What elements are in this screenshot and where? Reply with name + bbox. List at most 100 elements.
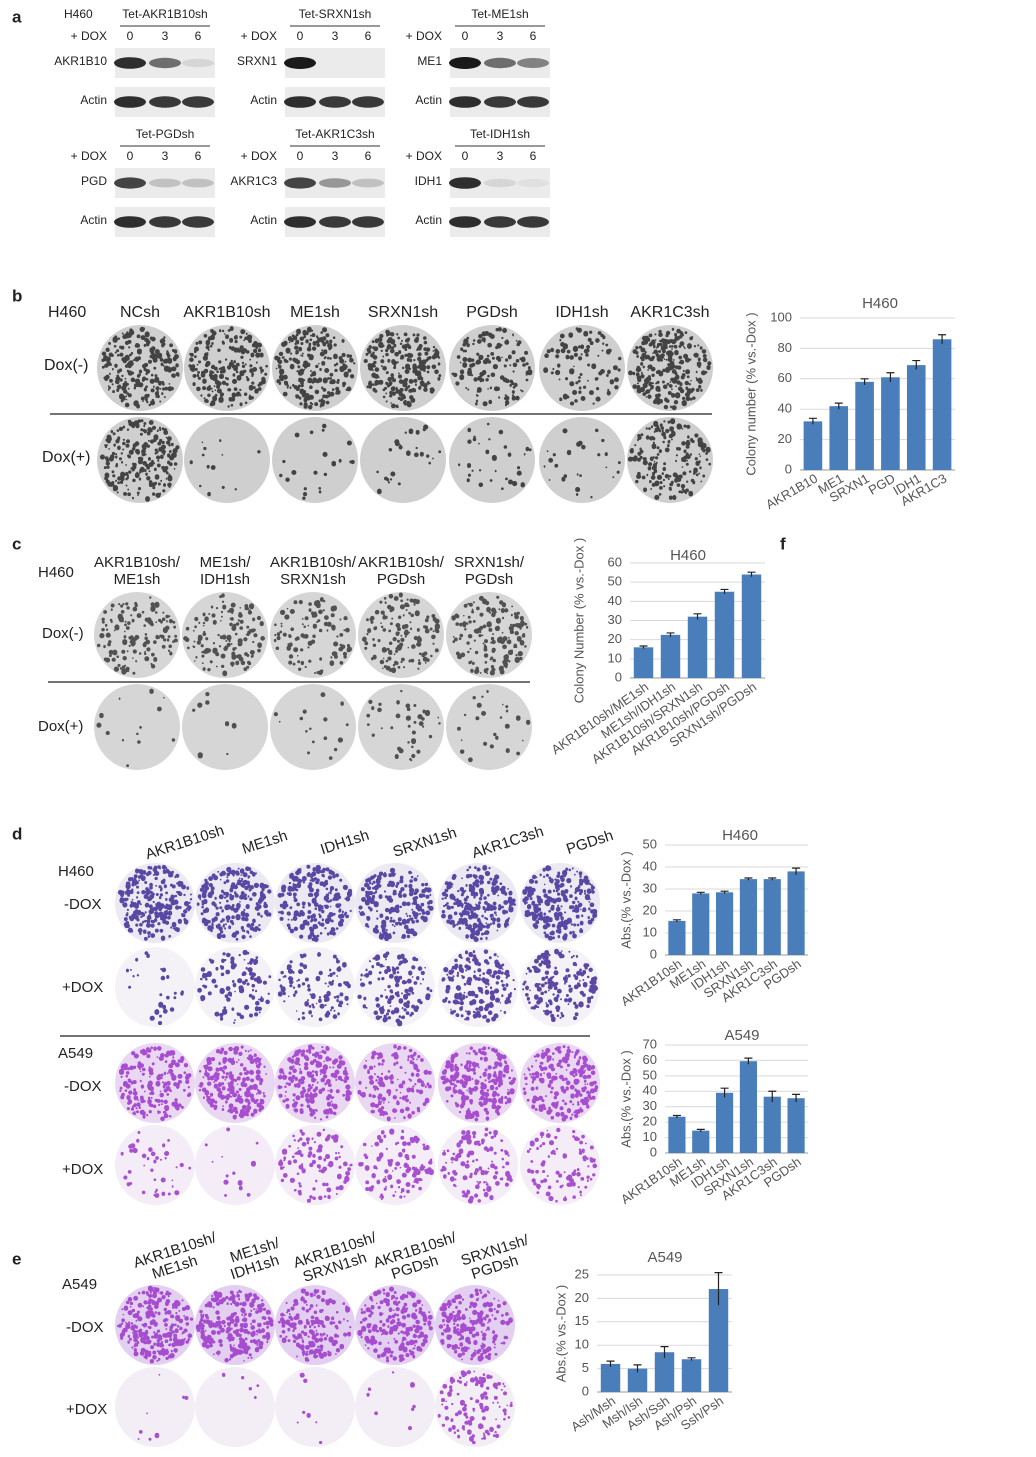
panel-label: e bbox=[12, 1249, 21, 1268]
error-bar bbox=[693, 613, 702, 620]
colonies bbox=[357, 951, 433, 1027]
bar bbox=[787, 871, 805, 955]
bar bbox=[716, 892, 734, 955]
bar bbox=[681, 1359, 702, 1392]
bar bbox=[763, 1096, 781, 1153]
bar bbox=[763, 879, 781, 955]
error-bar bbox=[768, 877, 777, 881]
error-bar bbox=[886, 372, 895, 382]
blot-band bbox=[484, 178, 516, 188]
dox-label: + DOX bbox=[406, 29, 442, 43]
blot-band bbox=[182, 58, 214, 68]
y-tick-label: 20 bbox=[643, 902, 657, 917]
colonies bbox=[195, 1289, 274, 1363]
bar bbox=[741, 574, 762, 678]
colonies bbox=[441, 865, 516, 942]
plate bbox=[520, 1125, 600, 1205]
colonies bbox=[118, 1046, 192, 1122]
blot-band bbox=[352, 96, 384, 108]
plate bbox=[539, 325, 625, 411]
error-bar bbox=[768, 1090, 777, 1103]
column-label: PGDsh bbox=[466, 304, 518, 321]
timepoint: 6 bbox=[365, 29, 372, 43]
colonies bbox=[196, 866, 272, 941]
colonies bbox=[192, 692, 237, 759]
plate bbox=[355, 1367, 435, 1447]
column-label: AKR1C3sh bbox=[470, 823, 546, 862]
colonies bbox=[221, 1372, 260, 1400]
protein-label: ME1 bbox=[417, 54, 442, 68]
y-tick-label: 70 bbox=[643, 1036, 657, 1051]
y-tick-label: 50 bbox=[643, 1067, 657, 1082]
blot-band bbox=[319, 96, 351, 108]
error-bar bbox=[633, 1364, 642, 1373]
plate bbox=[539, 417, 625, 503]
colonies bbox=[441, 949, 516, 1023]
panel-label: d bbox=[12, 824, 22, 843]
y-tick-label: 40 bbox=[643, 1083, 657, 1098]
loading-label: Actin bbox=[80, 93, 107, 107]
timepoint: 6 bbox=[530, 149, 537, 163]
y-axis-label: Colony Number (% vs.-Dox ) bbox=[571, 538, 586, 703]
blot-band bbox=[149, 178, 181, 188]
bar bbox=[600, 1363, 621, 1392]
y-tick-label: 10 bbox=[643, 924, 657, 939]
blot-band bbox=[449, 96, 481, 108]
blot-band bbox=[352, 216, 384, 228]
y-tick-label: 30 bbox=[608, 612, 622, 627]
blot-band bbox=[284, 216, 316, 228]
colonies bbox=[438, 1288, 513, 1362]
colonies bbox=[362, 592, 440, 674]
column-label: AKR1B10sh bbox=[143, 822, 226, 863]
loading-label: Actin bbox=[250, 213, 277, 227]
bar bbox=[708, 1289, 729, 1392]
y-tick-label: 15 bbox=[575, 1313, 589, 1328]
dox-label: + DOX bbox=[71, 29, 107, 43]
y-tick-label: 20 bbox=[608, 631, 622, 646]
blot-band bbox=[449, 177, 481, 189]
protein-label: AKR1B10 bbox=[54, 54, 107, 68]
blot-title: Tet-SRXN1sh bbox=[299, 7, 372, 21]
timepoint: 3 bbox=[497, 149, 504, 163]
y-tick-label: 50 bbox=[643, 836, 657, 851]
colonies bbox=[277, 1044, 352, 1121]
bar bbox=[855, 381, 874, 470]
column-label: AKR1B10sh/ bbox=[94, 554, 181, 571]
cell-line: H460 bbox=[64, 7, 93, 21]
y-tick-label: 20 bbox=[778, 431, 792, 446]
timepoint: 0 bbox=[462, 29, 469, 43]
colonies bbox=[198, 1045, 268, 1120]
colonies bbox=[458, 422, 532, 491]
error-bar bbox=[912, 359, 921, 370]
colonies bbox=[526, 1127, 598, 1203]
colonies bbox=[97, 596, 178, 675]
y-tick-label: 20 bbox=[575, 1290, 589, 1305]
column-label: ME1sh bbox=[240, 827, 290, 858]
cell-line: A549 bbox=[62, 1276, 97, 1293]
blot-band bbox=[182, 178, 214, 188]
error-bar bbox=[744, 877, 753, 881]
colonies bbox=[279, 423, 355, 500]
cell-line: A549 bbox=[58, 1045, 93, 1062]
colonies bbox=[357, 1044, 432, 1122]
blot-band bbox=[182, 96, 214, 108]
blot-band bbox=[517, 216, 549, 228]
y-tick-label: 0 bbox=[785, 461, 792, 476]
plate bbox=[355, 1043, 435, 1123]
colonies bbox=[274, 326, 356, 410]
plate bbox=[115, 1367, 195, 1447]
panel-label: c bbox=[12, 534, 21, 553]
column-label: SRXN1sh bbox=[391, 824, 459, 861]
y-tick-label: 0 bbox=[582, 1383, 589, 1398]
error-bar bbox=[720, 1087, 729, 1098]
blot-band bbox=[449, 216, 481, 228]
x-tick-label: AKR1B10 bbox=[763, 471, 820, 513]
dox-label: + DOX bbox=[241, 149, 277, 163]
timepoint: 3 bbox=[162, 29, 169, 43]
plate bbox=[275, 1367, 355, 1447]
error-bar bbox=[696, 1128, 705, 1132]
timepoint: 0 bbox=[462, 149, 469, 163]
colonies bbox=[183, 593, 265, 677]
bar bbox=[881, 377, 900, 470]
timepoint: 3 bbox=[162, 149, 169, 163]
